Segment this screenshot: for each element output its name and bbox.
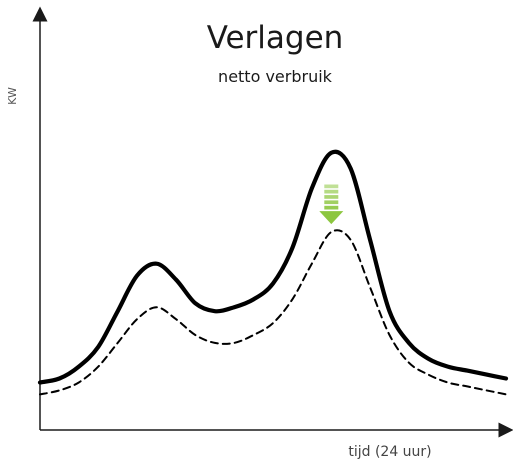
reduction-arrow-stripe	[324, 189, 339, 194]
x-axis-label: tijd (24 uur)	[348, 444, 431, 460]
reduction-arrow-stripe	[324, 195, 339, 199]
chart-subtitle: netto verbruik	[218, 67, 333, 86]
reduction-arrow-stripe	[324, 200, 339, 205]
series-line-solid	[37, 149, 509, 385]
y-axis-label: KW	[6, 87, 19, 105]
reduction-arrow-stripe	[324, 205, 339, 210]
series-line-dashed	[39, 229, 507, 396]
reduction-arrow-head	[319, 211, 344, 225]
chart-title: Verlagen	[207, 20, 344, 56]
reduction-arrow-icon	[319, 184, 344, 225]
reduction-arrow-stripe	[324, 184, 339, 189]
